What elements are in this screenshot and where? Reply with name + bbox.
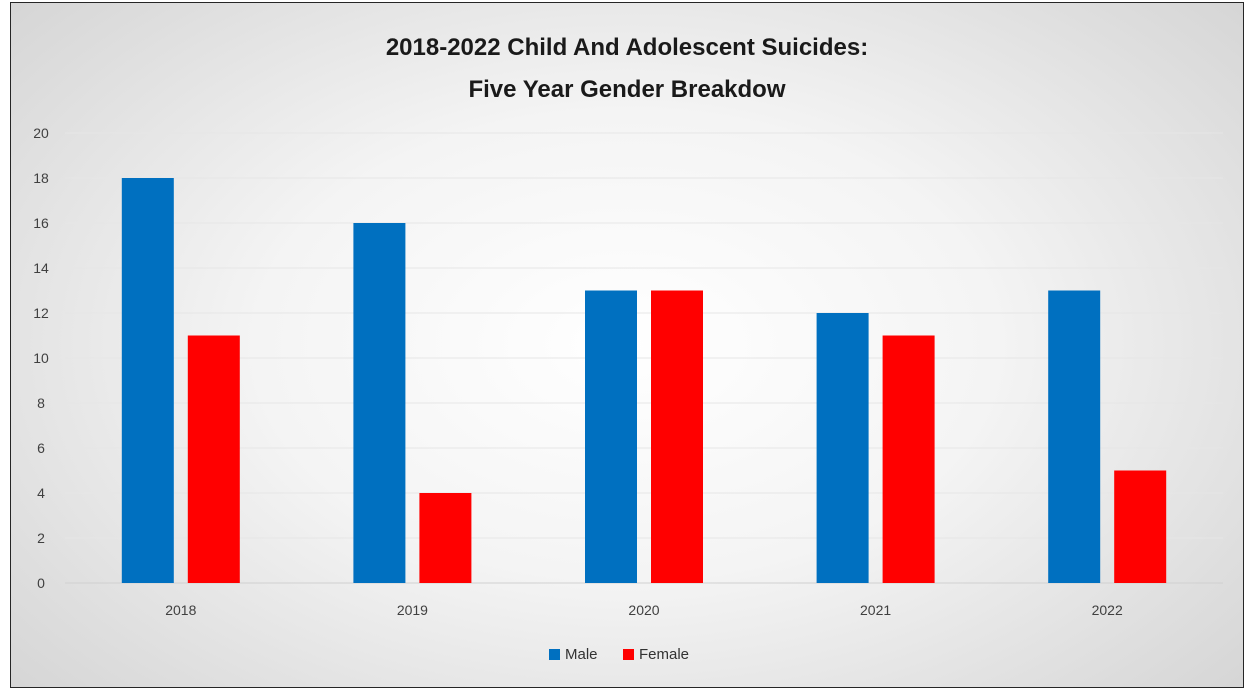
legend-swatch-male xyxy=(549,649,560,660)
bar-female-2022 xyxy=(1114,470,1167,583)
chart-title: 2018-2022 Child And Adolescent Suicides:… xyxy=(386,34,868,103)
y-tick-label: 18 xyxy=(33,170,49,186)
bar-male-2018 xyxy=(121,178,174,583)
bar-female-2021 xyxy=(882,335,935,583)
bar-male-2019 xyxy=(353,223,406,583)
bar-male-2022 xyxy=(1048,290,1101,583)
gridlines xyxy=(65,132,1223,584)
y-tick-label: 12 xyxy=(33,305,49,321)
y-tick-label: 8 xyxy=(37,395,45,411)
y-tick-label: 0 xyxy=(37,575,45,591)
y-tick-label: 4 xyxy=(37,485,45,501)
x-tick-label: 2021 xyxy=(860,602,891,618)
y-tick-label: 6 xyxy=(37,440,45,456)
legend-swatch-female xyxy=(623,649,634,660)
y-axis-ticks: 0 2 4 6 8 10 12 14 16 18 20 xyxy=(33,125,49,591)
x-tick-label: 2019 xyxy=(397,602,428,618)
legend-label-female: Female xyxy=(639,646,689,663)
chart-title-line-2: Five Year Gender Breakdow xyxy=(468,76,785,103)
chart-title-line-1: 2018-2022 Child And Adolescent Suicides: xyxy=(386,34,868,61)
y-tick-label: 10 xyxy=(33,350,49,366)
y-tick-label: 16 xyxy=(33,215,49,231)
bar-male-2020 xyxy=(585,290,637,583)
y-tick-label: 14 xyxy=(33,260,49,276)
legend: Male Female xyxy=(549,646,689,663)
bar-female-2019 xyxy=(419,493,472,583)
bar-male-2021 xyxy=(816,313,869,583)
bar-female-2020 xyxy=(651,290,703,583)
x-tick-label: 2020 xyxy=(628,602,659,618)
bars xyxy=(121,178,1167,583)
bar-female-2018 xyxy=(187,335,240,583)
y-tick-label: 2 xyxy=(37,530,45,546)
x-tick-label: 2022 xyxy=(1092,602,1123,618)
legend-label-male: Male xyxy=(565,646,598,663)
y-tick-label: 20 xyxy=(33,125,49,141)
bar-chart: 2018-2022 Child And Adolescent Suicides:… xyxy=(33,34,1223,663)
x-tick-label: 2018 xyxy=(165,602,196,618)
chart-frame: 2018-2022 Child And Adolescent Suicides:… xyxy=(10,2,1244,688)
x-axis-ticks: 2018 2019 2020 2021 2022 xyxy=(165,602,1123,618)
